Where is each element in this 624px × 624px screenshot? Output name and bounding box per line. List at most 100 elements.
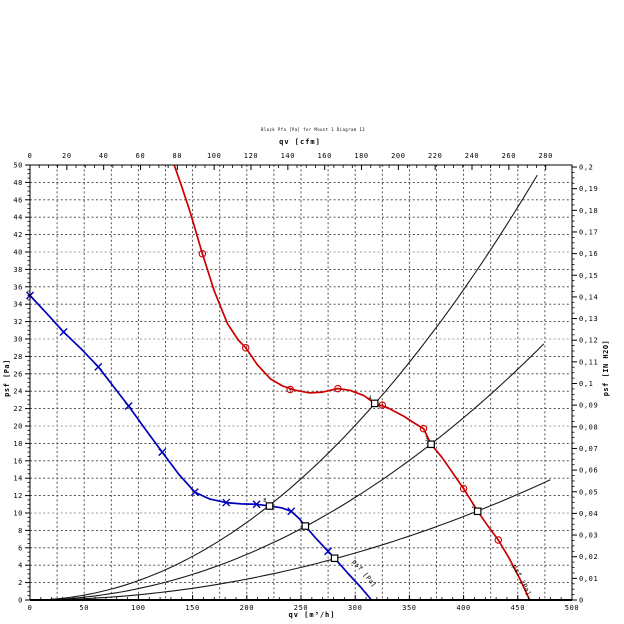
y-axis-tick-label: 6 xyxy=(18,544,23,552)
right-axis-tick-label: 0,06 xyxy=(579,467,598,475)
system-curve-steep xyxy=(29,174,538,601)
operating-point-number: 3 xyxy=(425,436,428,442)
y-axis-tick-label: 12 xyxy=(13,492,23,500)
right-axis-tick-label: 0,1 xyxy=(579,380,593,388)
top-axis-tick-label: 80 xyxy=(173,152,183,160)
right-axis-tick-label: 0,01 xyxy=(579,575,598,583)
marker-circle-icon xyxy=(241,343,250,352)
marker-circle-icon xyxy=(334,384,342,393)
marker-circle-dot-icon xyxy=(201,252,204,255)
top-axis-tick-label: 240 xyxy=(465,152,479,160)
right-axis-tick-label: 0,17 xyxy=(579,228,598,236)
marker-circle-dot-icon xyxy=(497,538,500,541)
top-axis-tick-label: 260 xyxy=(502,152,516,160)
marker-circle-dot-icon xyxy=(244,346,247,349)
operating-point-square xyxy=(330,554,339,563)
right-axis-tick-label: 0,2 xyxy=(579,164,593,172)
marker-circle-icon xyxy=(459,484,468,493)
right-axis-tick-label: 0,03 xyxy=(579,532,598,540)
top-axis-tick-label: 140 xyxy=(281,152,295,160)
marker-x-icon xyxy=(158,448,167,457)
marker-circle-dot-icon xyxy=(462,487,465,490)
x-axis-tick-label: 50 xyxy=(79,604,89,612)
top-axis-tick-label: 0 xyxy=(28,152,33,160)
y-axis-tick-label: 0 xyxy=(18,597,23,605)
marker-circle-icon xyxy=(286,385,294,394)
fan-curve-high xyxy=(173,164,531,601)
marker-circle-dot-icon xyxy=(422,427,425,430)
top-axis-title: qv [cfm] xyxy=(279,138,321,146)
y-axis-tick-label: 42 xyxy=(13,231,23,239)
marker-circle-icon xyxy=(494,536,503,544)
marker-x-icon xyxy=(124,401,133,410)
y-axis-tick-label: 18 xyxy=(13,440,23,448)
right-axis-tick-label: 0,15 xyxy=(579,272,598,280)
x-axis-tick-label: 0 xyxy=(28,604,33,612)
marker-circle-icon xyxy=(198,249,207,258)
x-axis-tick-label: 400 xyxy=(456,604,470,612)
x-axis-tick-label: 500 xyxy=(565,604,579,612)
x-axis-tick-label: 450 xyxy=(511,604,525,612)
top-axis-tick-label: 100 xyxy=(207,152,221,160)
operating-point-number: 2 xyxy=(471,503,474,509)
system-curve-middle xyxy=(30,343,545,601)
marker-x-icon xyxy=(59,328,68,337)
y-axis-tick-label: 14 xyxy=(13,475,23,483)
y-axis-tick-label: 16 xyxy=(13,457,23,465)
y-axis-tick-label: 28 xyxy=(13,353,23,361)
marker-x-icon xyxy=(222,498,231,507)
right-axis-tick-label: 0,07 xyxy=(579,445,598,453)
y-axis-tick-label: 44 xyxy=(13,214,23,222)
top-axis-tick-label: 200 xyxy=(391,152,405,160)
right-axis-tick-label: 0,12 xyxy=(579,337,598,345)
x-axis-tick-label: 150 xyxy=(185,604,199,612)
operating-point-number: 4 xyxy=(368,395,372,401)
x-axis-tick-label: 100 xyxy=(131,604,145,612)
right-axis-tick-label: 0,19 xyxy=(579,185,598,193)
right-axis-tick-label: 0,04 xyxy=(579,510,598,518)
marker-x-icon xyxy=(190,488,199,497)
y-axis-tick-label: 20 xyxy=(13,423,23,431)
y-axis-tick-label: 24 xyxy=(13,388,23,396)
top-axis-tick-label: 180 xyxy=(354,152,368,160)
left-axis-title: psf [Pa] xyxy=(3,359,11,397)
y-axis-tick-label: 46 xyxy=(13,196,23,204)
fan-curve-high-curve-label: psf [Pa] xyxy=(511,563,533,597)
top-axis-tick-label: 160 xyxy=(317,152,331,160)
y-axis-tick-label: 50 xyxy=(13,162,23,170)
y-axis-tick-label: 22 xyxy=(13,405,23,413)
top-axis-tick-label: 120 xyxy=(244,152,258,160)
y-axis-tick-label: 4 xyxy=(18,562,23,570)
bottom-axis-title: qv [m³/h] xyxy=(289,611,336,619)
y-axis-tick-label: 32 xyxy=(13,318,23,326)
right-axis-title: psf [IN H2O] xyxy=(602,340,610,397)
y-axis-tick-label: 40 xyxy=(13,249,23,257)
right-axis-tick-label: 0,13 xyxy=(579,315,598,323)
right-axis-tick-label: 0,18 xyxy=(579,207,598,215)
y-axis-tick-label: 38 xyxy=(13,266,23,274)
y-axis-tick-label: 2 xyxy=(18,579,23,587)
right-axis-tick-label: 0,02 xyxy=(579,553,598,561)
top-axis-tick-label: 280 xyxy=(538,152,552,160)
marker-x-icon xyxy=(324,547,333,556)
marker-circle-icon xyxy=(419,424,428,433)
right-axis-tick-label: 0,11 xyxy=(579,358,598,366)
marker-circle-dot-icon xyxy=(336,387,339,390)
top-axis-tick-label: 40 xyxy=(99,152,109,160)
operating-point-square xyxy=(265,502,274,510)
y-axis-tick-label: 36 xyxy=(13,283,23,291)
x-axis-tick-label: 250 xyxy=(294,604,308,612)
x-axis-tick-label: 300 xyxy=(348,604,362,612)
operating-point-square xyxy=(370,399,379,408)
y-axis-tick-label: 30 xyxy=(13,336,23,344)
top-axis-tick-label: 220 xyxy=(428,152,442,160)
right-axis-tick-label: 0,08 xyxy=(579,423,598,431)
right-axis-tick-label: 0,16 xyxy=(579,250,598,258)
operating-point-number: 8 xyxy=(263,498,266,504)
operating-point-square xyxy=(473,507,482,516)
marker-circle-dot-icon xyxy=(381,404,384,407)
top-axis-tick-label: 60 xyxy=(136,152,146,160)
system-curve-shallow xyxy=(30,479,551,601)
top-axis-tick-label: 20 xyxy=(62,152,72,160)
